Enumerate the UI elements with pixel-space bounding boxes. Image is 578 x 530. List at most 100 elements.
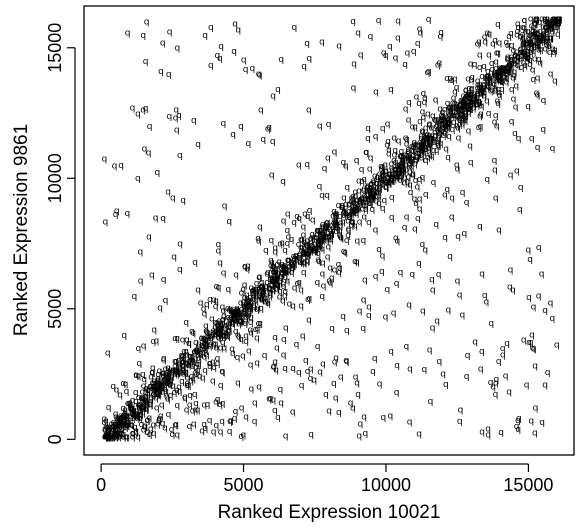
- data-point: q: [307, 294, 313, 304]
- data-point: q: [161, 369, 167, 379]
- data-point: q: [505, 55, 511, 65]
- data-point: q: [442, 105, 448, 115]
- data-point: q: [166, 378, 172, 388]
- data-point: q: [296, 240, 302, 250]
- data-point: q: [365, 134, 371, 144]
- data-point: q: [360, 324, 366, 334]
- data-point: q: [450, 125, 456, 135]
- data-point: q: [420, 108, 426, 118]
- data-point: q: [113, 422, 119, 432]
- data-point: q: [396, 165, 402, 175]
- data-point: q: [497, 71, 503, 81]
- data-point: q: [382, 160, 388, 170]
- data-point: q: [350, 17, 356, 27]
- data-point: q: [366, 303, 372, 313]
- data-point: q: [158, 377, 164, 387]
- data-point: q: [531, 23, 537, 33]
- data-point: q: [395, 163, 401, 173]
- data-point: q: [553, 17, 559, 27]
- data-point: q: [306, 315, 312, 325]
- data-point: q: [475, 76, 481, 86]
- data-point: q: [292, 259, 298, 269]
- data-point: q: [259, 283, 265, 293]
- data-point: q: [269, 236, 275, 246]
- data-point: q: [441, 123, 447, 133]
- data-point: q: [510, 286, 516, 296]
- data-point: q: [185, 373, 191, 383]
- data-point: q: [462, 99, 468, 109]
- data-point: q: [411, 141, 417, 151]
- data-point: q: [323, 222, 329, 232]
- data-point: q: [196, 339, 202, 349]
- data-point: q: [281, 280, 287, 290]
- data-point: q: [220, 315, 226, 325]
- data-point: q: [350, 195, 356, 205]
- data-point: q: [200, 374, 206, 384]
- data-point: q: [520, 40, 526, 50]
- data-point: q: [141, 342, 147, 352]
- data-point: q: [246, 296, 252, 306]
- data-point: q: [309, 242, 315, 252]
- data-point: q: [521, 47, 527, 57]
- data-point: q: [272, 265, 278, 275]
- data-point: q: [478, 83, 484, 93]
- data-point: q: [133, 388, 139, 398]
- data-point: q: [386, 150, 392, 160]
- data-point: q: [235, 309, 241, 319]
- data-point: q: [163, 296, 169, 306]
- data-point: q: [305, 367, 311, 377]
- data-point: q: [537, 18, 543, 28]
- data-point: q: [391, 174, 397, 184]
- data-point: q: [404, 342, 410, 352]
- data-point: q: [344, 326, 350, 336]
- data-point: q: [484, 298, 490, 308]
- data-point: q: [169, 425, 175, 435]
- data-point: q: [379, 165, 385, 175]
- data-point: q: [233, 313, 239, 323]
- data-point: q: [211, 427, 217, 437]
- data-point: q: [477, 80, 483, 90]
- data-point: q: [395, 34, 401, 44]
- data-point: q: [118, 161, 124, 171]
- data-point: q: [218, 343, 224, 353]
- data-point: q: [346, 213, 352, 223]
- data-point: q: [373, 226, 379, 236]
- data-point: q: [244, 265, 250, 275]
- data-point: q: [383, 313, 389, 323]
- data-point: q: [151, 337, 157, 347]
- data-point: q: [460, 116, 466, 126]
- data-point: q: [152, 388, 158, 398]
- data-point: q: [548, 33, 554, 43]
- data-point: q: [272, 248, 278, 258]
- data-point: q: [463, 95, 469, 105]
- data-point: q: [257, 319, 263, 329]
- data-point: q: [495, 68, 501, 78]
- data-point: q: [334, 222, 340, 232]
- data-point: q: [354, 156, 360, 166]
- data-point: q: [123, 379, 129, 389]
- data-point: q: [148, 372, 154, 382]
- data-point: q: [477, 112, 483, 122]
- data-point: q: [215, 329, 221, 339]
- data-point: q: [517, 205, 523, 215]
- data-point: q: [247, 302, 253, 312]
- data-point: q: [187, 401, 193, 411]
- data-point: q: [265, 268, 271, 278]
- data-point: q: [510, 74, 516, 84]
- data-point: q: [313, 247, 319, 257]
- data-point: q: [488, 87, 494, 97]
- data-point: q: [108, 432, 114, 442]
- data-point: q: [256, 273, 262, 283]
- data-point: q: [359, 177, 365, 187]
- data-point: q: [320, 270, 326, 280]
- data-point: q: [242, 309, 248, 319]
- data-point: q: [214, 344, 220, 354]
- data-point: q: [392, 151, 398, 161]
- data-point: q: [221, 119, 227, 129]
- data-point: q: [306, 246, 312, 256]
- data-point: q: [468, 97, 474, 107]
- data-point: q: [162, 385, 168, 395]
- data-point: q: [410, 151, 416, 161]
- data-point: q: [243, 316, 249, 326]
- data-point: q: [391, 309, 397, 319]
